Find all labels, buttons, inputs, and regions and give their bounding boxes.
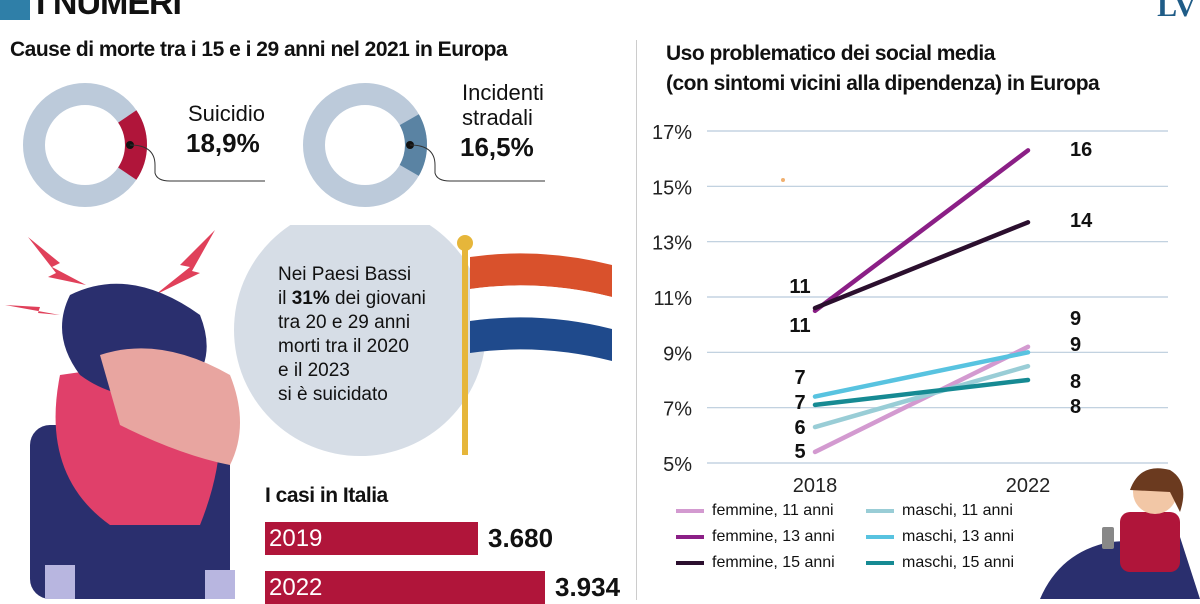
sad-person-icon [30, 283, 240, 599]
bar-value-2019: 3.680 [488, 523, 554, 553]
y-tick-label: 5% [663, 454, 692, 476]
legend-item: maschi, 13 anni [866, 528, 1056, 546]
data-label: 14 [1070, 210, 1093, 232]
info-bubble [234, 225, 486, 456]
chart-title-1: Uso problematico dei social media [666, 42, 995, 65]
data-label: 8 [1070, 371, 1081, 393]
legend-label: femmine, 13 anni [712, 528, 835, 545]
x-tick-label: 2022 [1006, 475, 1051, 497]
bar-value-2022: 3.934 [555, 572, 621, 602]
leader-line [129, 144, 265, 182]
illustration [5, 225, 612, 599]
legend-swatch [676, 561, 704, 565]
data-label: 5 [794, 441, 805, 463]
legend-label: maschi, 11 anni [902, 502, 1013, 519]
y-tick-label: 13% [652, 233, 692, 255]
y-tick-label: 9% [663, 343, 692, 365]
divider [636, 40, 637, 600]
legend-item: maschi, 15 anni [866, 554, 1056, 572]
legend-swatch [866, 561, 894, 565]
x-tick-label: 2018 [793, 475, 838, 497]
data-label: 7 [794, 392, 805, 414]
bar-2019: 2019 [265, 522, 478, 555]
legend-label: femmine, 15 anni [712, 554, 835, 571]
distress-icon [5, 230, 215, 315]
series-line [812, 350, 1031, 399]
y-tick-label: 15% [652, 177, 692, 199]
series-line [812, 377, 1031, 408]
data-label: 7 [794, 367, 805, 389]
page-title: I NUMERI [36, 0, 182, 22]
y-tick-label: 11% [653, 288, 692, 310]
dot [781, 178, 785, 182]
line-chart: 17% 15% 13% 11% 9% 7% 5% 2018 2022 5 9 11 16 11 14 6 8 7 9… [652, 122, 1168, 497]
data-label: 8 [1070, 396, 1081, 418]
data-label: 9 [1070, 334, 1081, 356]
series-line [812, 220, 1031, 311]
chart-title-2: (con sintomi vicini alla dipendenza) in … [666, 72, 1100, 95]
netherlands-flag-icon [457, 235, 612, 455]
y-tick-label: 17% [652, 122, 692, 144]
road-label-1: Incidenti [462, 80, 544, 105]
netherlands-text: Nei Paesi Bassi il 31% dei giovani tra 2… [278, 264, 426, 405]
data-label: 6 [794, 417, 805, 439]
donut-ring [303, 83, 427, 207]
donut-charts [23, 83, 545, 207]
data-label: 11 [789, 276, 810, 298]
legend-label: femmine, 11 anni [712, 502, 834, 519]
italy-title: I casi in Italia [265, 484, 388, 507]
data-label: 11 [789, 315, 810, 337]
suicide-value: 18,9% [186, 128, 260, 158]
legend: femmine, 11 anni maschi, 11 anni femmine, … [676, 502, 1056, 572]
series-line [812, 148, 1031, 314]
data-label: 9 [1070, 308, 1081, 330]
legend-swatch [866, 509, 894, 513]
legend-item: maschi, 11 anni [866, 502, 1056, 520]
legend-swatch [866, 535, 894, 539]
deaths-title: Cause di morte tra i 15 e i 29 anni nel … [10, 38, 508, 61]
road-label-2: stradali [462, 105, 533, 130]
y-tick-label: 7% [663, 399, 692, 421]
legend-label: maschi, 15 anni [902, 554, 1015, 571]
legend-label: maschi, 13 anni [902, 528, 1015, 545]
legend-item: femmine, 15 anni [676, 554, 866, 572]
legend-swatch [676, 509, 704, 513]
donut-slice [23, 83, 147, 207]
logo: LV [1157, 0, 1196, 23]
legend-item: femmine, 13 anni [676, 528, 866, 546]
leader-line [409, 144, 545, 182]
donut-ring [23, 83, 147, 207]
road-value: 16,5% [460, 132, 534, 162]
girl-with-phone-icon [1040, 468, 1200, 599]
data-label: 16 [1070, 139, 1092, 161]
suicide-label: Suicidio [188, 101, 266, 126]
series-line [812, 344, 1031, 455]
series-line [812, 363, 1031, 430]
legend-swatch [676, 535, 704, 539]
legend-item: femmine, 11 anni [676, 502, 866, 520]
bar-2022: 2022 [265, 571, 545, 604]
header-accent [0, 0, 30, 20]
